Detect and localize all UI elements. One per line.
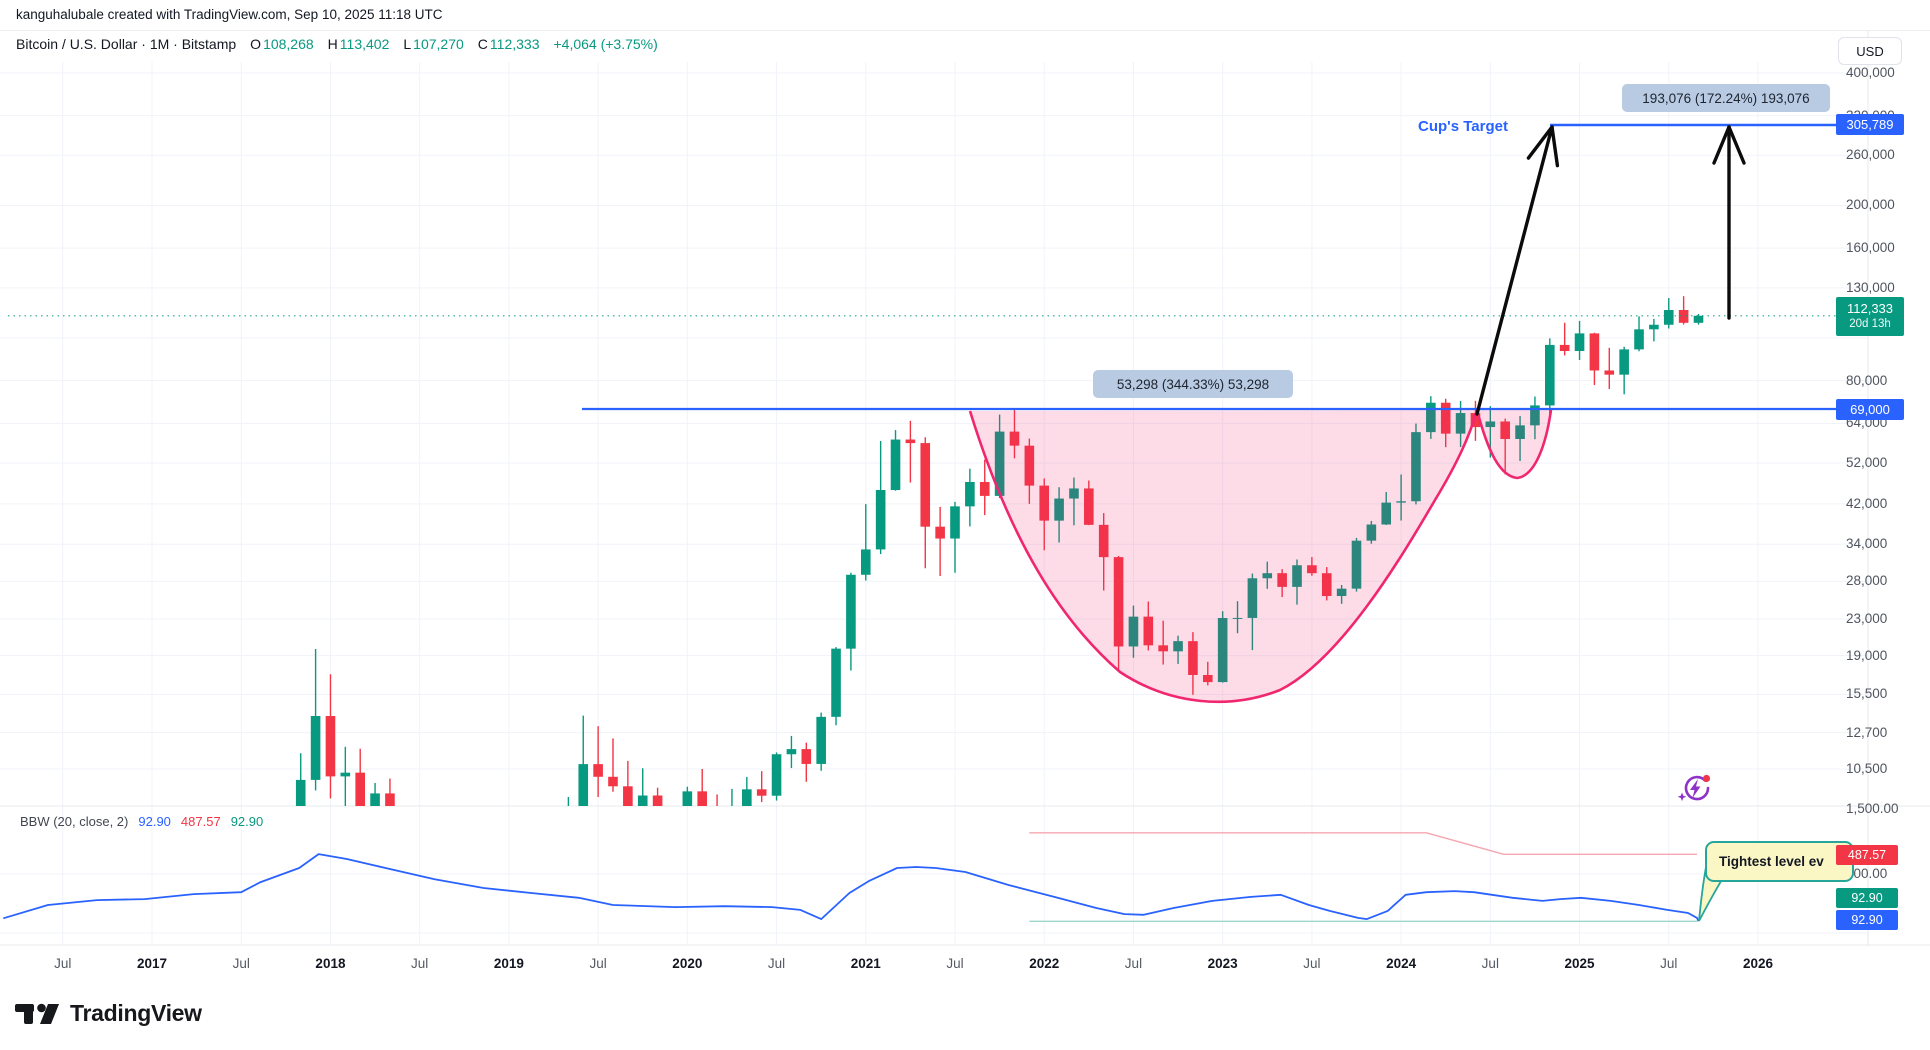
bbw-axis-tick-1500: 1,500.00 bbox=[1846, 801, 1899, 816]
bbw-line-highest-expansion[interactable] bbox=[1029, 832, 1697, 855]
time-tick-label: Jul bbox=[589, 956, 607, 971]
time-tick-label: 2018 bbox=[315, 956, 346, 971]
attribution-bar bbox=[0, 0, 1930, 31]
bar-countdown: 20d 13h bbox=[1849, 318, 1891, 331]
time-tick-label: 2025 bbox=[1564, 956, 1595, 971]
bbw-line-bbw[interactable] bbox=[3, 853, 1700, 922]
price-change: +4,064 (+3.75%) bbox=[553, 36, 658, 52]
tightest-level-callout[interactable]: Tightest level ev bbox=[1705, 841, 1854, 882]
ohlc-open: O 108,268 bbox=[250, 36, 314, 52]
tradingview-logomark bbox=[15, 1003, 59, 1024]
time-tick-label: 2019 bbox=[493, 956, 524, 971]
ohlc-low: L 107,270 bbox=[403, 36, 464, 52]
time-tick-label: Jul bbox=[1481, 956, 1499, 971]
bbw-title[interactable]: BBW (20, close, 2) bbox=[20, 814, 129, 829]
time-tick-label: Jul bbox=[232, 956, 250, 971]
breakout-arrow[interactable] bbox=[1475, 125, 1560, 416]
time-tick-label: 2021 bbox=[850, 956, 881, 971]
price-tick-label: 200,000 bbox=[1846, 197, 1895, 213]
price-tick-label: 160,000 bbox=[1846, 240, 1895, 256]
target-measurement-label[interactable]: 193,076 (172.24%) 193,076 bbox=[1622, 84, 1830, 112]
price-tick-label: 260,000 bbox=[1846, 147, 1895, 163]
target-price-badge: 305,789 bbox=[1836, 114, 1904, 135]
bbw-indicator-legend[interactable]: BBW (20, close, 2) 92.90 487.57 92.90 bbox=[20, 814, 263, 829]
cups-target-label[interactable]: Cup's Target bbox=[1418, 118, 1508, 135]
currency-button[interactable]: USD bbox=[1838, 37, 1902, 65]
base-measurement-label[interactable]: 53,298 (344.33%) 53,298 bbox=[1093, 370, 1293, 398]
cup-and-handle-pattern[interactable] bbox=[968, 409, 1553, 704]
time-tick-label: 2023 bbox=[1207, 956, 1238, 971]
time-tick-label: 2017 bbox=[136, 956, 168, 971]
bbw-lowest-value: 92.90 bbox=[230, 814, 264, 829]
price-tick-label: 42,000 bbox=[1846, 495, 1888, 511]
time-tick-label: Jul bbox=[767, 956, 786, 971]
time-tick-label: 2026 bbox=[1742, 956, 1773, 971]
price-tick-label: 15,500 bbox=[1846, 686, 1888, 702]
time-tick-label: 2022 bbox=[1029, 956, 1060, 971]
price-tick-label: 19,000 bbox=[1846, 647, 1888, 663]
time-tick-label: Jul bbox=[946, 956, 964, 971]
price-tick-label: 28,000 bbox=[1846, 573, 1888, 589]
time-tick-label: Jul bbox=[411, 956, 429, 971]
price-tick-label: 23,000 bbox=[1846, 611, 1888, 627]
price-tick-label: 52,000 bbox=[1846, 455, 1888, 471]
price-tick-label: 12,700 bbox=[1846, 724, 1888, 740]
symbol-title[interactable]: Bitcoin / U.S. Dollar · 1M · Bitstamp bbox=[16, 36, 237, 52]
bbw-highest-badge: 487.57 bbox=[1836, 845, 1898, 865]
last-price-badge: 112,333 20d 13h bbox=[1836, 297, 1904, 336]
price-tick-label: 10,500 bbox=[1846, 760, 1888, 776]
price-tick-label: 80,000 bbox=[1846, 372, 1888, 388]
refresh-lightning-icon[interactable] bbox=[1677, 774, 1711, 802]
target-projection-arrow[interactable] bbox=[1712, 125, 1746, 320]
grid bbox=[0, 62, 1868, 945]
tradingview-logo[interactable]: TradingView bbox=[14, 1000, 202, 1027]
candlestick-series bbox=[295, 296, 1704, 806]
price-tick-label: 400,000 bbox=[1846, 64, 1895, 80]
bbw-current-badge: 92.90 bbox=[1836, 910, 1898, 930]
base-level-badge: 69,000 bbox=[1836, 399, 1904, 420]
bbw-current-value: 92.90 bbox=[138, 814, 171, 829]
time-tick-label: 2024 bbox=[1386, 956, 1417, 971]
price-tick-label: 34,000 bbox=[1846, 536, 1888, 552]
tradingview-wordmark: TradingView bbox=[70, 1000, 202, 1026]
time-tick-label: Jul bbox=[54, 956, 72, 971]
price-tick-label: 130,000 bbox=[1846, 279, 1895, 295]
bbw-axis-tick-300: 300.00 bbox=[1846, 866, 1888, 881]
ohlc-high: H 113,402 bbox=[327, 36, 390, 52]
time-tick-label: Jul bbox=[1124, 956, 1143, 971]
bbw-lowest-badge: 92.90 bbox=[1836, 888, 1898, 908]
time-tick-label: Jul bbox=[1303, 956, 1321, 971]
time-tick-label: 2020 bbox=[672, 956, 703, 971]
time-tick-label: Jul bbox=[1660, 956, 1678, 971]
attribution-text: kanguhalubale created with TradingView.c… bbox=[16, 7, 443, 22]
bbw-highest-value: 487.57 bbox=[180, 814, 221, 829]
ohlc-close: C 112,333 bbox=[477, 36, 540, 52]
